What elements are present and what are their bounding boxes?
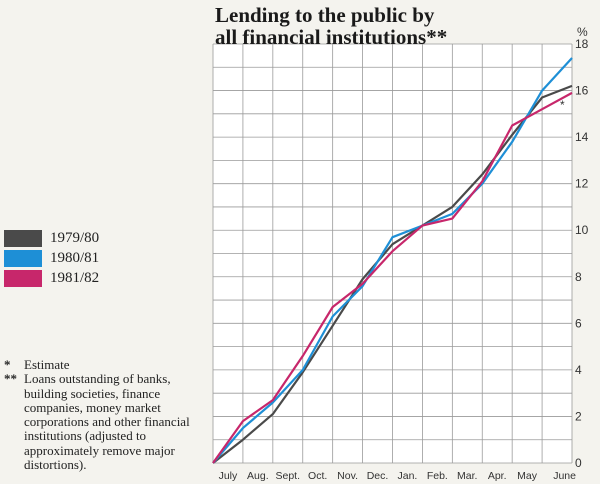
y-tick-label: 4	[575, 363, 582, 377]
footnote-mark: *	[4, 357, 11, 372]
footnote-estimate: * Estimate	[4, 357, 209, 372]
y-tick-label: 10	[575, 223, 589, 237]
y-tick-label: 16	[575, 84, 589, 98]
y-tick-label: 2	[575, 409, 582, 423]
y-tick-label: 6	[575, 316, 582, 330]
chart-title: Lending to the public by all financial i…	[215, 4, 575, 48]
x-tick-label: Sept.	[275, 470, 300, 482]
legend-item-1981-82: 1981/82	[4, 269, 99, 288]
x-tick-label: Mar.	[457, 470, 477, 482]
x-tick-label: Feb.	[427, 470, 448, 482]
x-tick-label: Jan.	[397, 470, 417, 482]
legend-label-1980-81: 1980/81	[50, 250, 100, 266]
y-tick-label: 18	[575, 37, 589, 51]
x-tick-label: Apr.	[488, 470, 507, 482]
footnote-text: Loans outstanding of banks, building soc…	[24, 371, 190, 473]
y-axis-unit-label: %	[577, 25, 588, 39]
legend-label-1979-80: 1979/80	[50, 230, 100, 246]
grid	[212, 43, 573, 464]
estimate-marker: *	[560, 98, 565, 112]
legend-label-1981-82: 1981/82	[50, 270, 100, 286]
x-tick-label: Oct.	[308, 470, 327, 482]
series-line-1980-81	[212, 57, 573, 464]
x-tick-label: Dec.	[367, 470, 389, 482]
legend-swatch-1979-80	[4, 230, 42, 247]
y-axis-ticks: 0 2 4 6 8 10 12 14 16 18	[575, 37, 589, 470]
y-tick-label: 12	[575, 177, 589, 191]
x-tick-label: July	[219, 470, 238, 482]
legend-swatch-1980-81	[4, 250, 42, 267]
legend: 1979/80 1980/81 1981/82	[4, 229, 99, 289]
footnote-definition: ** Loans outstanding of banks, building …	[4, 372, 209, 472]
x-tick-label: Nov.	[337, 470, 358, 482]
x-tick-label: June	[553, 470, 576, 482]
x-tick-label: Aug.	[247, 470, 269, 482]
chart-title-line-2: all financial institutions**	[215, 25, 448, 49]
x-axis-ticks: July Aug. Sept. Oct. Nov. Dec. Jan. Feb. Mar. Apr…	[219, 470, 577, 482]
y-tick-label: 14	[575, 130, 589, 144]
footnote-text: Estimate	[24, 357, 70, 372]
footnotes: * Estimate ** Loans outstanding of banks…	[4, 357, 209, 472]
series-line-1981-82	[212, 91, 573, 464]
footnote-mark: **	[4, 371, 17, 387]
legend-item-1980-81: 1980/81	[4, 249, 99, 268]
series-line-1979-80	[212, 84, 573, 464]
legend-item-1979-80: 1979/80	[4, 229, 99, 248]
legend-swatch-1981-82	[4, 270, 42, 287]
x-tick-label: May	[517, 470, 538, 482]
chart-title-line-1: Lending to the public by	[215, 3, 435, 27]
y-tick-label: 0	[575, 456, 582, 470]
series-lines	[212, 57, 573, 464]
y-tick-label: 8	[575, 270, 582, 284]
